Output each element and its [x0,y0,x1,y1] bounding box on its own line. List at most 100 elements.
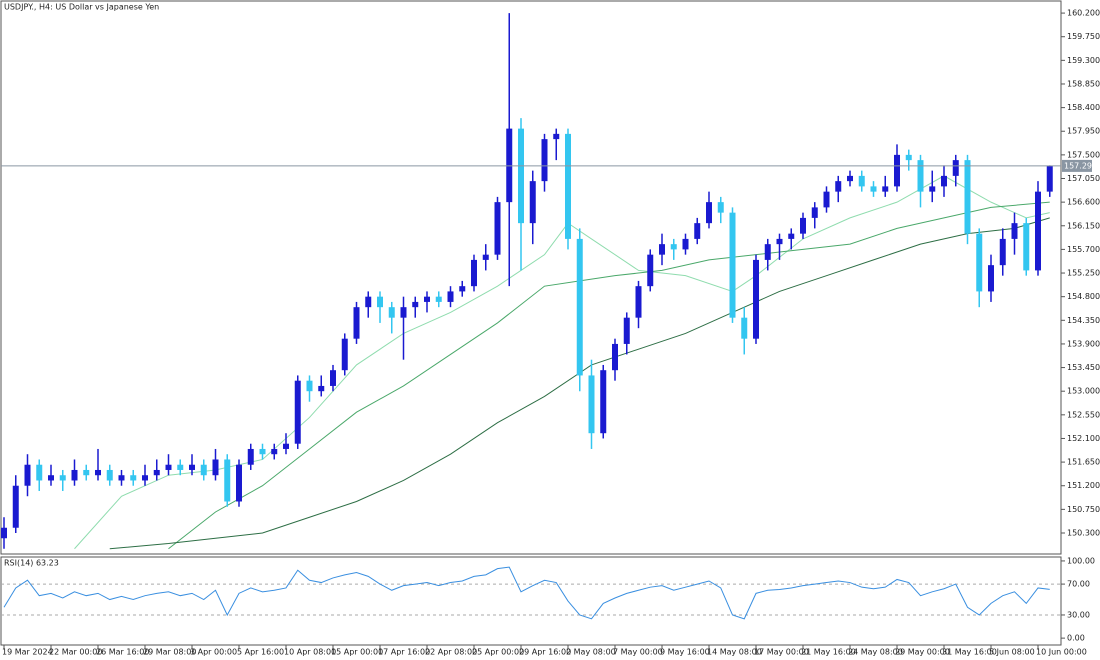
moving-average [168,201,1050,550]
candle-body [929,186,936,192]
candle-body [565,133,571,239]
candle-body [823,191,830,208]
candle-body [529,181,536,224]
candle-body [271,448,278,455]
candle-body [847,175,853,182]
y-tick-label: 0.00 [1067,634,1085,643]
x-tick-label: 17 Apr 16:00 [378,648,430,657]
candle-body [870,186,877,192]
candle-body [706,202,712,224]
x-tick-label: 9 May 16:00 [660,648,710,657]
candle-body [12,485,19,528]
candle-body [365,296,372,308]
candle-body [976,233,983,292]
x-tick-label: 15 Apr 00:00 [331,648,383,657]
candle-body [306,380,313,392]
x-tick-label: 24 May 08:00 [848,648,903,657]
y-tick-label: 155.700 [1067,245,1100,254]
candle-body [576,238,583,376]
y-tick-label: 100.00 [1067,556,1095,565]
x-tick-label: 29 Apr 16:00 [519,648,571,657]
x-tick-label: 25 Apr 00:00 [472,648,524,657]
y-tick-label: 151.200 [1067,481,1100,490]
candle-body [388,307,395,318]
candle-body [905,154,912,161]
candle-body [1035,191,1041,271]
candle-body [729,212,736,318]
candle-body [189,464,195,470]
candle-body [635,286,642,318]
moving-average [74,175,1050,550]
y-tick-label: 153.000 [1067,387,1100,396]
candle-body [318,385,325,392]
y-tick-label: 30.00 [1067,610,1090,619]
candle-body [153,469,160,476]
candle-body [600,370,607,434]
candle-body [330,370,336,386]
candle-body [259,448,266,455]
price-pane [0,0,1062,555]
candle-body [988,265,994,292]
y-tick-label: 159.750 [1067,32,1100,41]
y-tick-label: 157.050 [1067,174,1100,183]
x-tick-label: 5 Apr 16:00 [237,648,284,657]
candle-body [165,464,172,470]
y-tick-label: 153.450 [1067,363,1100,372]
y-tick-label: 154.800 [1067,292,1100,301]
x-tick-label: 3 Apr 00:00 [190,648,237,657]
y-tick-label: 158.400 [1067,103,1100,112]
rsi-title: RSI(14) 63.23 [4,559,59,568]
rsi-pane [0,556,1062,646]
y-tick-label: 160.200 [1067,9,1100,18]
y-tick-label: 70.00 [1067,580,1090,589]
candle-body [400,307,407,318]
candle-body [424,296,430,302]
candle-body [294,380,301,444]
candle-body [858,175,865,187]
x-tick-label: 29 Mar 08:00 [143,648,196,657]
candle-body [435,296,442,302]
candle-body [764,244,771,260]
y-tick-label: 155.250 [1067,269,1100,278]
x-tick-label: 2 May 08:00 [566,648,616,657]
candle-body [553,133,560,140]
rsi-line [3,566,1050,620]
candle-body [506,128,513,203]
x-tick-label: 5 Jun 08:00 [989,648,1035,657]
candle-body [659,244,665,255]
candle-body [647,254,654,287]
candle-body [541,139,548,182]
candle-body [1023,223,1030,271]
candle-body [717,202,724,213]
candle-body [59,475,66,481]
candle-body [952,160,959,176]
candle-body [941,175,947,187]
candle-body [212,459,219,476]
candle-body [612,343,618,371]
x-tick-label: 19 Mar 2024 [2,648,53,657]
candle-body [1011,223,1018,239]
x-tick-label: 31 May 16:00 [942,648,997,657]
candle-body [788,233,795,239]
candle-body [588,375,595,434]
candle-body [341,338,348,371]
candle-body [1,527,7,539]
candle-body [24,464,31,486]
candle-body [36,464,43,481]
candle-body [283,443,289,449]
candle-body [447,291,454,302]
y-tick-label: 151.650 [1067,458,1100,467]
y-tick-label: 158.850 [1067,79,1100,88]
candle-body [412,301,419,308]
candle-body [471,259,477,287]
x-tick-label: 14 May 08:00 [707,648,762,657]
candle-body [377,296,383,308]
candle-body [623,317,630,344]
x-tick-label: 10 Jun 00:00 [1036,648,1087,657]
candle-body [200,464,207,476]
candle-body [800,217,806,234]
x-tick-label: 29 May 00:00 [895,648,950,657]
candle-body [353,307,360,339]
candle-body [95,469,101,476]
